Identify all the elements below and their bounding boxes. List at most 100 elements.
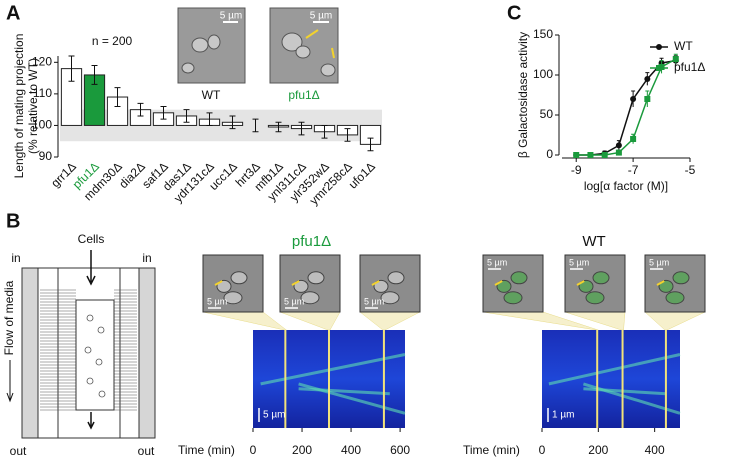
cell bbox=[585, 291, 605, 305]
arrow bbox=[494, 280, 503, 286]
diagram-label: out bbox=[138, 444, 155, 458]
y-tick-label: 120 bbox=[32, 54, 52, 68]
y-tick-label: 100 bbox=[32, 118, 52, 132]
x-tick-label: -5 bbox=[685, 163, 696, 177]
x-tick-label: 0 bbox=[250, 443, 257, 457]
micrograph bbox=[177, 7, 339, 84]
cell bbox=[592, 271, 610, 285]
y-axis-label: Length of mating projection bbox=[12, 34, 26, 179]
error-bar bbox=[298, 121, 305, 136]
cell bbox=[387, 271, 405, 285]
error-bar bbox=[367, 137, 374, 152]
point bbox=[672, 56, 679, 62]
panel-label: A bbox=[6, 2, 20, 24]
point bbox=[630, 96, 637, 102]
error-bar bbox=[114, 87, 121, 107]
series-line bbox=[576, 59, 676, 156]
y-tick-label: 90 bbox=[39, 149, 53, 163]
error-bar bbox=[275, 121, 282, 133]
inset-connector bbox=[279, 311, 341, 331]
arrow bbox=[656, 280, 665, 286]
cell bbox=[307, 271, 325, 285]
legend-marker bbox=[656, 44, 662, 50]
y-tick-label: 150 bbox=[533, 27, 553, 41]
micrograph-label: pfu1Δ bbox=[288, 88, 319, 102]
error-bar bbox=[68, 55, 75, 82]
error-bar bbox=[344, 128, 351, 142]
cell bbox=[300, 291, 320, 305]
legend-label: pfu1Δ bbox=[674, 60, 705, 74]
cell bbox=[230, 271, 248, 285]
scale-label: 5 µm bbox=[487, 257, 507, 267]
diagram-label: in bbox=[11, 251, 20, 265]
y-axis-label: β Galactosidase activity bbox=[516, 32, 530, 158]
chart-title: pfu1Δ bbox=[292, 233, 331, 250]
scale-label: 5 µm bbox=[364, 296, 384, 306]
arrow bbox=[214, 280, 223, 286]
scale-label: 5 µm bbox=[569, 257, 589, 267]
y-tick-label: 100 bbox=[533, 67, 553, 81]
x-tick-label: -7 bbox=[628, 163, 639, 177]
arrow bbox=[576, 280, 585, 286]
point bbox=[587, 152, 594, 158]
y-tick-label: 0 bbox=[546, 147, 553, 161]
kymo-streak bbox=[582, 382, 681, 415]
arrow bbox=[371, 280, 380, 286]
cell bbox=[672, 271, 690, 285]
chart-title: WT bbox=[582, 233, 605, 250]
y-axis-label: (% relative to WT) bbox=[26, 58, 40, 154]
error-bar bbox=[160, 106, 167, 120]
cell bbox=[373, 279, 389, 293]
micrograph bbox=[279, 254, 341, 313]
cell bbox=[216, 279, 232, 293]
legend-marker bbox=[656, 65, 662, 71]
diagram-label: Cells bbox=[78, 232, 105, 246]
error-bar bbox=[183, 109, 190, 123]
point bbox=[573, 152, 580, 158]
inset-connector bbox=[359, 311, 421, 331]
annotation: n = 200 bbox=[92, 34, 133, 48]
error-bar bbox=[229, 115, 236, 130]
x-tick-label: 400 bbox=[341, 443, 361, 457]
scale-label: 5 µm bbox=[649, 257, 669, 267]
x-tick-label: -9 bbox=[571, 163, 582, 177]
point bbox=[630, 136, 637, 142]
cell bbox=[658, 279, 674, 293]
diagram-label: out bbox=[10, 444, 27, 458]
x-tick-label: 200 bbox=[292, 443, 312, 457]
diagram-label: Flow of media bbox=[2, 280, 16, 355]
error-bar bbox=[321, 124, 328, 139]
flow-chamber bbox=[6, 250, 156, 439]
point bbox=[644, 96, 651, 102]
scale-label: 5 µm bbox=[207, 296, 227, 306]
x-axis-label: Time (min) bbox=[178, 443, 235, 457]
series-line bbox=[576, 58, 677, 156]
x-axis-label: log[α factor (M)] bbox=[584, 179, 668, 193]
x-tick-label: 600 bbox=[390, 443, 410, 457]
inset-connector bbox=[644, 311, 706, 331]
point bbox=[644, 76, 651, 82]
kymo-streak bbox=[298, 382, 406, 415]
cell bbox=[223, 291, 243, 305]
error-bar bbox=[252, 118, 259, 133]
cell bbox=[578, 279, 594, 293]
cell bbox=[380, 291, 400, 305]
micrograph-label: WT bbox=[202, 88, 221, 102]
y-tick-label: 110 bbox=[33, 86, 52, 100]
scale-label: 5 µm bbox=[263, 410, 285, 421]
point bbox=[615, 149, 622, 156]
scale-label: 5 µm bbox=[310, 11, 332, 22]
point bbox=[601, 152, 608, 158]
kymo-streak bbox=[548, 353, 681, 386]
cell bbox=[496, 279, 512, 293]
cell bbox=[503, 291, 523, 305]
diagram-label: in bbox=[142, 251, 151, 265]
x-tick-label: ufo1Δ bbox=[346, 159, 378, 191]
scale-label: 5 µm bbox=[220, 11, 242, 22]
error-bar bbox=[137, 102, 144, 117]
scale-label: 5 µm bbox=[284, 296, 304, 306]
error-bar bbox=[91, 64, 98, 85]
inset-connector bbox=[202, 311, 288, 331]
x-tick-label: 200 bbox=[588, 443, 608, 457]
